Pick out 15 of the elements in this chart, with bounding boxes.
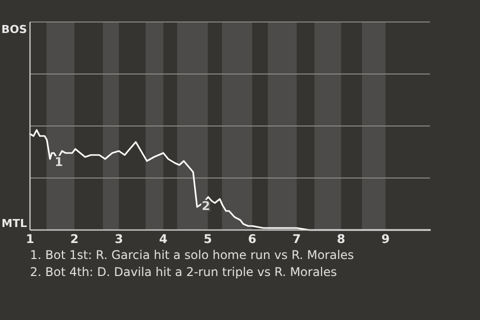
text: MTL	[2, 217, 27, 230]
annotation: 1	[54, 155, 63, 169]
x-tick-label: 5	[204, 232, 212, 246]
text: 2. Bot 4th: D. Davila hit a 2-run triple vs R. Morales	[30, 265, 337, 279]
x-tick-label: 6	[248, 232, 256, 246]
annotation: 2	[202, 199, 210, 213]
x-tick-label: 4	[159, 232, 168, 246]
x-tick-label: 7	[292, 232, 301, 246]
text: BOS	[1, 23, 28, 36]
x-tick-label: 1	[26, 232, 34, 246]
x-tick-label: 9	[381, 232, 390, 246]
text: 1. Bot 1st: R. Garcia hit a solo home run vs R. Morales	[30, 248, 354, 262]
x-tick-label: 3	[114, 232, 124, 246]
x-tick-label: 2	[70, 232, 79, 246]
x-tick-label: 8	[336, 232, 346, 246]
